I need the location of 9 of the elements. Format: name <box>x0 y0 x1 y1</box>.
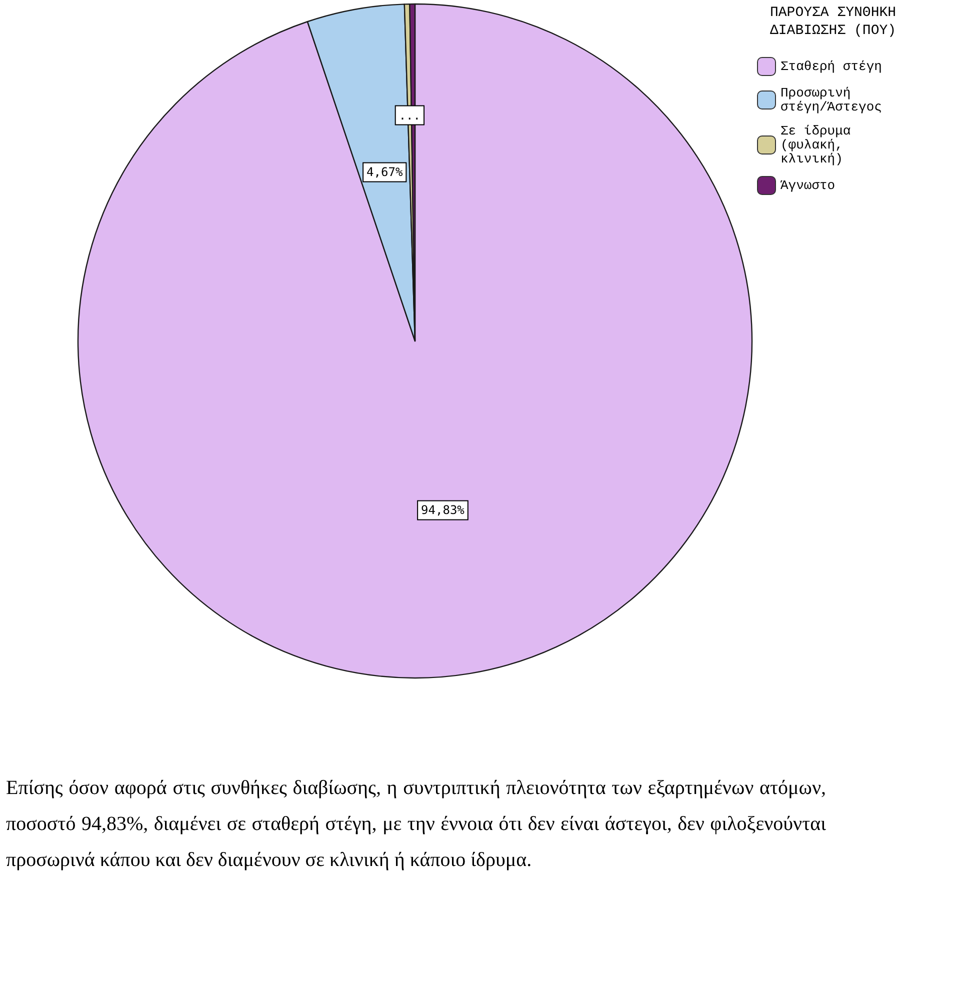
legend-label: Σε ίδρυμα (φυλακή, κλινική) <box>780 124 859 166</box>
data-label: ... <box>398 108 421 122</box>
data-label: 94,83% <box>421 503 466 518</box>
legend-label: Άγνωστο <box>780 178 836 193</box>
text: Επίσης όσον αφορά στις συνθήκες διαβίωσης, η συντριπτική πλειονότητα των εξαρτημένων ατόμων, ποσοστό 94,83%, διαμένει σε σταθερή στέγη, με την έννοια ότι δεν είναι άστεγοι, δεν φιλοξενούνται προσωρινά κάπου και δεν διαμένουν σε κλινική ή κάποιο ίδρυμα. <box>6 776 826 873</box>
legend-title: ΠΑΡΟΥΣΑ ΣΥΝΘΗΚΗ ΔΙΑΒΙΩΣΗΣ (ΠΟΥ) <box>770 4 898 40</box>
legend-label: Προσωρινή στέγη/Άστεγος <box>780 86 882 114</box>
data-label: 4,67% <box>366 165 404 180</box>
legend-label: Σταθερή στέγη <box>780 59 882 74</box>
